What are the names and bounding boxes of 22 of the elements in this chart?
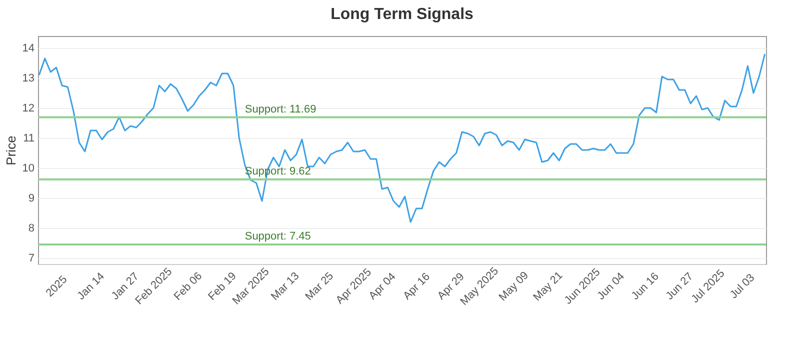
y-tick-label: 10: [22, 162, 34, 174]
y-tick-label: 13: [22, 72, 34, 84]
x-tick-label: Mar 25: [303, 270, 336, 303]
y-tick-label: 12: [22, 102, 34, 114]
ref-line-label: Support: 11.69: [244, 103, 316, 116]
y-tick-label: 11: [23, 132, 34, 144]
y-tick-label: 8: [28, 222, 34, 234]
x-tick-label: Jan 14: [75, 270, 107, 302]
y-axis-title: Price: [3, 136, 18, 166]
ref-line-label: Support: 7.45: [244, 230, 311, 242]
y-tick-label: 14: [22, 42, 34, 54]
x-tick-label: May 09: [496, 270, 531, 304]
line-series: [38, 53, 766, 223]
chart-title: Long Term Signals: [330, 6, 474, 23]
y-tick-label: 7: [28, 252, 34, 264]
x-tick-label: Apr 16: [401, 270, 432, 302]
x-tick-label: Feb 06: [172, 270, 205, 303]
x-tick-label: Jul 03: [728, 272, 758, 302]
y-tick-label: 9: [28, 192, 34, 204]
x-tick-label: May 21: [531, 270, 566, 304]
x-tick-label: Mar 13: [269, 270, 302, 303]
x-tick-label: Jun 16: [629, 270, 662, 302]
